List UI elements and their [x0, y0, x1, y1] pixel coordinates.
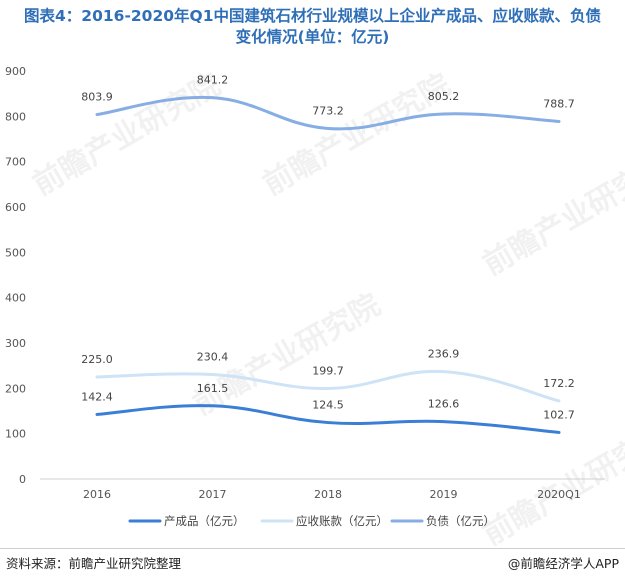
x-tick-label: 2018 — [314, 488, 342, 501]
data-label: 805.2 — [428, 90, 460, 103]
source-note: 资料来源：前瞻产业研究院整理 — [6, 556, 182, 571]
y-tick-label: 0 — [19, 473, 26, 486]
data-label: 142.4 — [81, 390, 113, 403]
y-tick-label: 300 — [5, 337, 26, 350]
y-axis: 0 100 200 300 400 500 600 700 800 900 — [5, 65, 26, 486]
data-label: 161.5 — [197, 382, 229, 395]
legend-label-3: 负债（亿元） — [426, 514, 495, 528]
legend: 产成品（亿元） 应收账款（亿元） 负债（亿元） — [128, 514, 495, 528]
legend-label-2: 应收账款（亿元） — [296, 514, 388, 528]
brand-credit: @前瞻经济学人APP — [507, 556, 619, 571]
data-label: 172.2 — [543, 377, 575, 390]
x-tick-label: 2020Q1 — [537, 488, 581, 501]
data-label: 230.4 — [197, 351, 229, 364]
x-tick-label: 2019 — [430, 488, 458, 501]
data-label: 102.7 — [543, 408, 575, 421]
chart-title-line-1: 图表4：2016-2020年Q1中国建筑石材行业规模以上企业产成品、应收账款、负… — [24, 7, 601, 25]
data-label: 225.0 — [81, 353, 113, 366]
chart-title: 图表4：2016-2020年Q1中国建筑石材行业规模以上企业产成品、应收账款、负… — [0, 6, 625, 48]
y-tick-label: 900 — [5, 65, 26, 78]
y-tick-label: 500 — [5, 246, 26, 259]
y-tick-label: 400 — [5, 292, 26, 305]
y-tick-label: 200 — [5, 382, 26, 395]
data-label: 199.7 — [312, 364, 344, 377]
y-tick-label: 100 — [5, 428, 26, 441]
x-tick-label: 2017 — [199, 488, 227, 501]
y-tick-label: 600 — [5, 201, 26, 214]
series-line-2 — [95, 369, 561, 403]
data-labels: 142.4 161.5 124.5 126.6 102.7 225.0 230.4 199.7… — [81, 74, 575, 422]
x-tick-label: 2016 — [83, 488, 111, 501]
series-lines — [95, 95, 561, 434]
data-label: 236.9 — [428, 348, 460, 361]
data-label: 841.2 — [197, 74, 229, 87]
chart-title-line-2: 变化情况(单位：亿元) — [235, 28, 390, 46]
y-tick-label: 700 — [5, 156, 26, 169]
data-label: 803.9 — [81, 91, 113, 104]
series-line-3 — [95, 95, 561, 131]
legend-label-1: 产成品（亿元） — [164, 514, 245, 528]
x-axis: 2016 2017 2018 2019 2020Q1 — [83, 488, 581, 501]
series-line-1 — [95, 404, 561, 434]
data-label: 773.2 — [312, 104, 344, 117]
data-label: 126.6 — [428, 398, 460, 411]
data-label: 788.7 — [543, 97, 575, 110]
y-tick-label: 800 — [5, 110, 26, 123]
data-label: 124.5 — [312, 399, 344, 412]
footer-divider — [0, 548, 625, 549]
